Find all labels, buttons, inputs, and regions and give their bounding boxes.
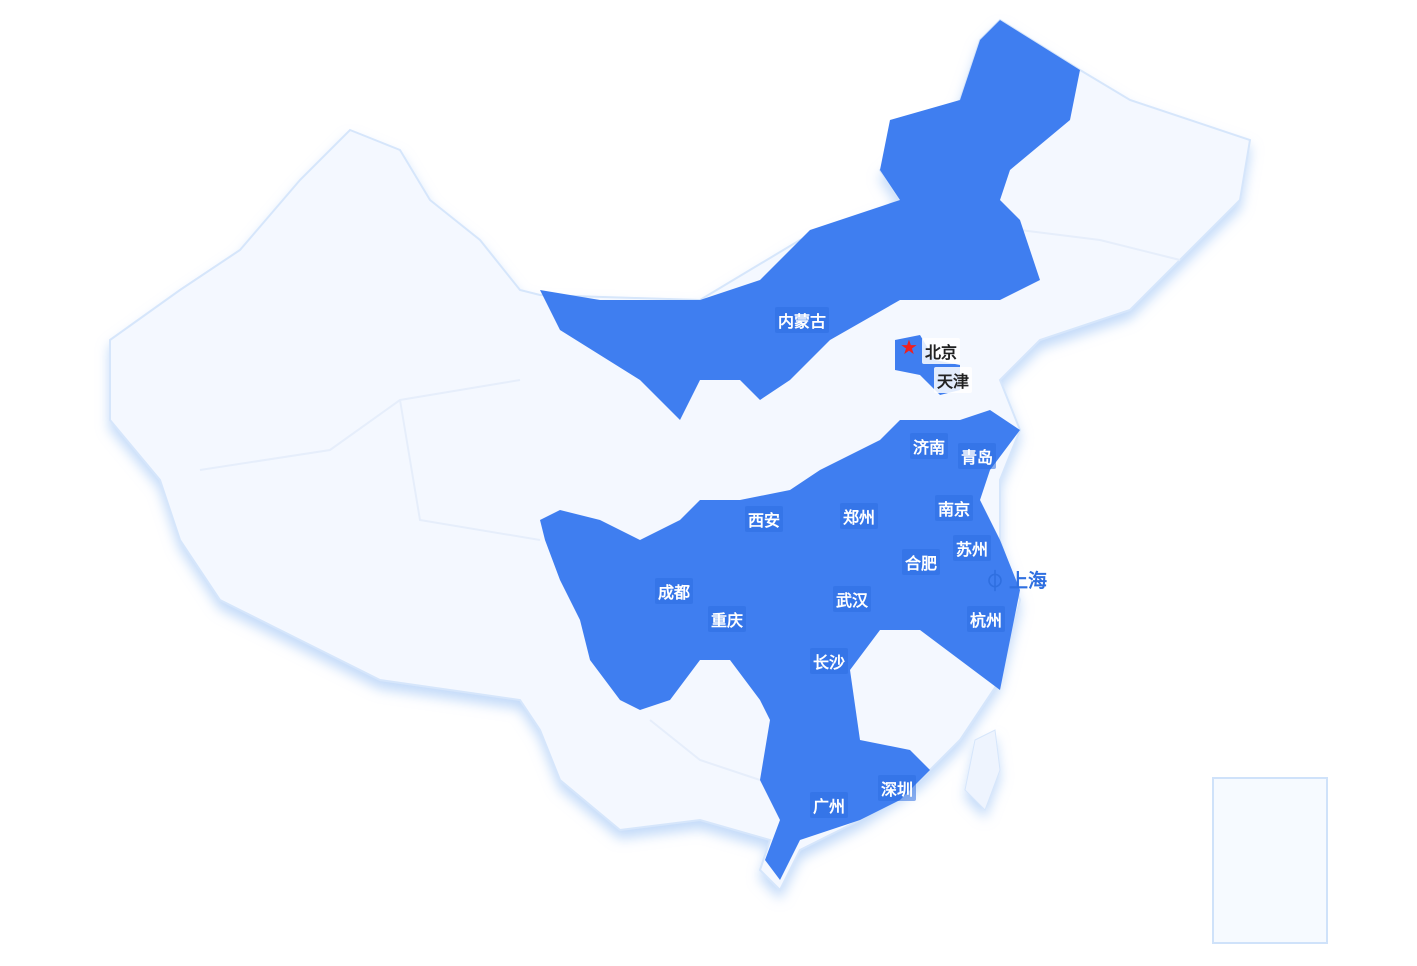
south-china-sea-inset	[1212, 777, 1328, 944]
city-label-nanjing: 南京	[935, 495, 974, 521]
city-label-chongqing: 重庆	[708, 606, 747, 632]
city-label-tianjin: 天津	[934, 367, 973, 393]
region-inner-mongolia-heilongjiang	[540, 20, 1080, 420]
city-label-jinan: 济南	[910, 433, 949, 459]
city-label-wuhan: 武汉	[833, 586, 872, 612]
city-label-changsha: 长沙	[810, 648, 849, 674]
city-label-beijing: 北京	[922, 338, 961, 364]
city-label-xian: 西安	[745, 506, 784, 532]
location-logo-icon: ⏀	[985, 569, 1005, 593]
city-label-zhengzhou: 郑州	[840, 503, 879, 529]
china-outline	[109, 18, 1252, 892]
shanghai-label-text: 上海	[1009, 570, 1048, 592]
city-label-suzhou: 苏州	[953, 535, 992, 561]
city-label-shanghai: ⏀ 上海	[985, 565, 1047, 594]
taiwan-region	[964, 729, 1001, 811]
city-label-hefei: 合肥	[902, 549, 941, 575]
star-icon: ★	[900, 335, 918, 359]
city-label-hangzhou: 杭州	[967, 606, 1006, 632]
city-label-chengdu: 成都	[655, 578, 694, 604]
city-label-shenzhen: 深圳	[878, 775, 917, 801]
region-central-east-south	[540, 410, 1020, 880]
region-label-inner-mongolia: 内蒙古	[775, 307, 830, 333]
city-label-guangzhou: 广州	[810, 792, 849, 818]
city-label-qingdao: 青岛	[958, 443, 997, 469]
